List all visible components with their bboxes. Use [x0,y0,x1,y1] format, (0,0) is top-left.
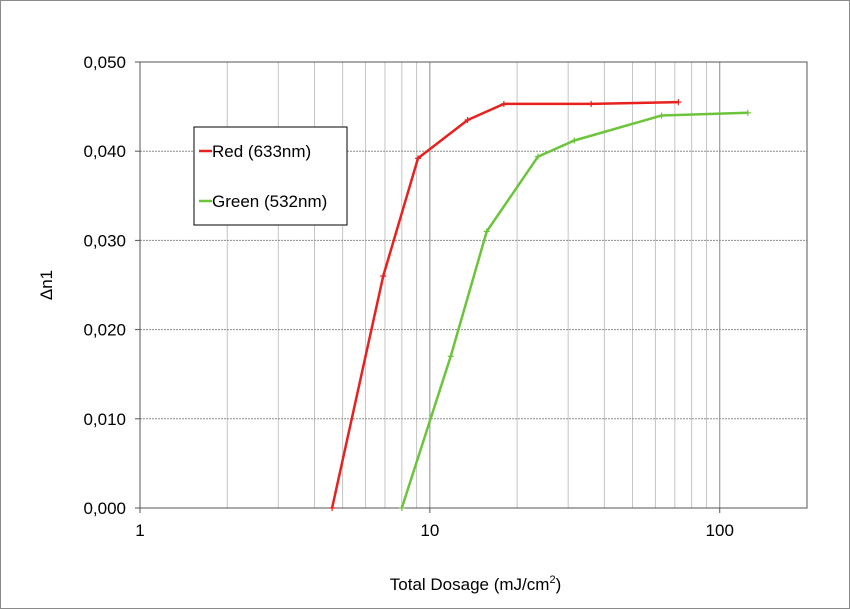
x-tick-label: 100 [706,521,734,540]
legend-label-red: Red (633nm) [212,142,311,161]
x-axis-ticks: 1 10 100 [135,508,734,540]
y-tick-label: 0,030 [83,231,126,250]
series-line-1 [400,111,748,509]
y-tick-label: 0,010 [83,410,126,429]
plot-area-border [139,61,808,509]
legend-label-green: Green (532nm) [212,192,327,211]
grid-lines [140,62,807,508]
legend-box [193,126,348,226]
y-axis-title: Δn1 [37,270,56,300]
x-tick-label: 1 [135,521,144,540]
series-line-0 [330,100,679,509]
x-axis-title-main: Total Dosage (mJ/cm [390,575,550,594]
y-tick-label: 0,050 [83,53,126,72]
legend: Red (633nm) Green (532nm) [193,126,348,226]
y-tick-label: 0,040 [83,142,126,161]
series-lines [329,99,751,511]
y-tick-label: 0,000 [83,499,126,518]
y-tick-label: 0,020 [83,321,126,340]
x-axis-title: Total Dosage (mJ/cm2) [390,574,561,594]
x-axis-title-close: ) [556,575,562,594]
x-axis-title-superscript: 2 [549,574,555,586]
x-tick-label: 10 [420,521,439,540]
y-axis-ticks: 0,000 0,010 0,020 0,030 0,040 0,050 [83,53,140,518]
